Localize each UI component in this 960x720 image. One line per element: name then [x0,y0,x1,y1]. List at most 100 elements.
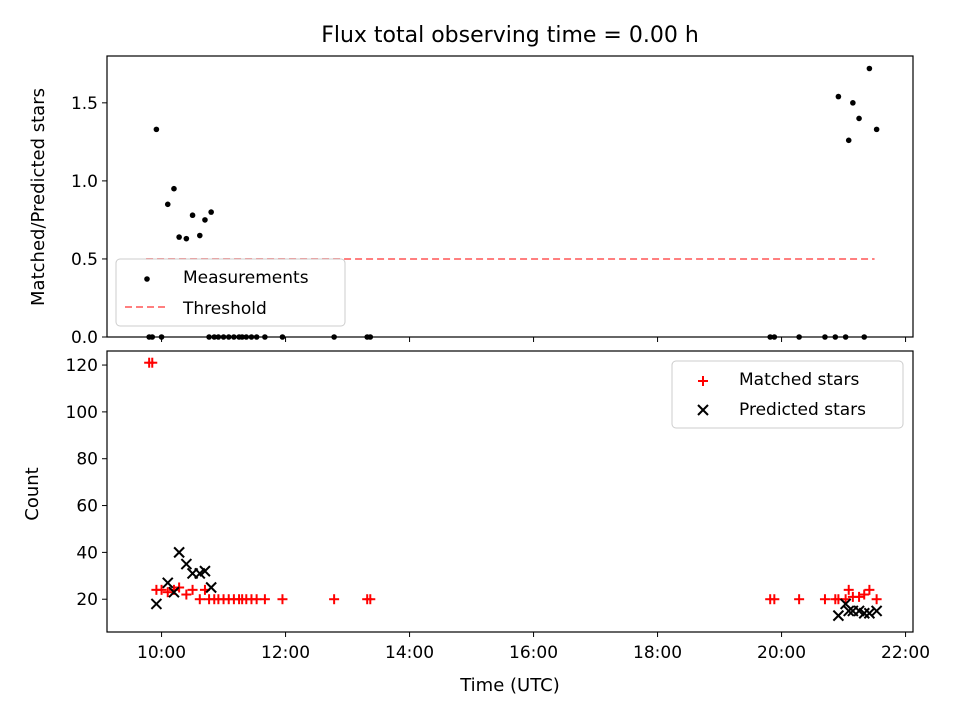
predicted-point-b [853,605,865,617]
predicted-point [168,586,180,598]
matched-point [843,584,854,595]
measurement-point [176,234,182,240]
matched-point [365,594,376,605]
x-tick-label: 10:00 [137,643,186,663]
predicted-point-b [843,605,855,617]
matched-point [819,594,830,605]
measurement-point [856,115,862,122]
predicted-point [863,607,876,619]
ratio-axes-frame [106,55,914,338]
predicted-point [205,581,217,594]
x-tick-label: 16:00 [509,643,558,663]
legend-label-predicted: Predicted stars [739,400,866,420]
y-tick-label: 120 [66,356,98,376]
matched-point [864,584,875,595]
predicted-point [199,565,211,577]
count-legend: Matched stars Predicted stars [671,360,904,429]
predicted-point [162,577,174,589]
measurement-point [202,217,208,223]
predicted-point [832,609,845,622]
predicted-point [843,605,855,617]
top-y-axis-label: Matched/Predicted stars [28,88,49,306]
matched-point [156,584,167,595]
measurement-point [189,212,196,219]
y-tick-label: 20 [76,590,98,610]
measurement-point [171,185,177,192]
predicted-point-b [162,577,174,589]
predicted-point-b [150,598,163,610]
matched-point [194,594,205,605]
series-matched-stars [144,357,882,605]
chart-title: Flux total observing time = 0.00 h [321,23,699,48]
matched-point [147,357,158,368]
predicted-point [173,546,185,559]
matched-point [769,594,780,605]
measurement-point [196,232,203,239]
x-tick-label: 14:00 [385,643,434,663]
x-tick-label: 12:00 [261,643,310,663]
count-panel: 20 40 60 80 100 120 10:00 12:00 14:00 16:00 18:00 2… [66,350,930,663]
y-tick-label: 100 [66,403,98,423]
matched-point [277,594,288,605]
legend-label-threshold: Threshold [182,299,267,319]
y-tick-label: 80 [76,450,98,470]
measurement-point [866,65,873,72]
y-tick-label: 0.0 [71,328,98,348]
predicted-point-b [205,581,217,594]
measurement-point [208,209,214,215]
measurement-point [850,100,856,106]
predicted-point-b [199,565,211,577]
predicted-point-b [863,607,876,619]
matched-point [181,589,192,600]
predicted-point [870,605,883,617]
predicted-point-b [858,607,870,619]
legend-predicted-marker-b [697,404,709,416]
matched-point [854,591,865,602]
y-tick-label: 1.5 [71,94,98,114]
series-predicted-stars [150,546,883,622]
measurement-point [835,93,842,100]
legend-label-matched: Matched stars [739,370,859,390]
bottom-y-axis-label: Count [22,467,43,520]
predicted-point-b [180,558,193,570]
legend-label-measurements: Measurements [183,268,309,288]
y-tick-label: 60 [76,497,98,517]
y-tick-label: 1.0 [71,172,98,192]
measurement-point [873,126,880,133]
predicted-point-b [839,598,852,610]
count-axes-frame [106,350,914,633]
count-legend-box [671,360,904,429]
predicted-point [858,607,870,619]
x-axis-label: Time (UTC) [459,675,560,696]
legend-matched-marker [698,376,708,386]
x-tick-label: 20:00 [757,643,806,663]
ratio-panel: 0.0 0.5 1.0 1.5 [71,55,914,348]
y-tick-label: 40 [76,543,98,563]
matched-point [162,587,173,598]
matched-point [187,584,198,595]
predicted-point-b [173,546,185,559]
x-tick-label: 18:00 [633,643,682,663]
measurement-point [183,235,190,242]
matched-point [794,594,805,605]
y-tick-label: 0.5 [71,250,98,270]
measurement-point [153,126,160,133]
predicted-point-b [870,605,883,617]
matched-point [871,594,882,605]
legend-measurement-marker [144,276,150,282]
legend-predicted-marker [697,404,709,416]
predicted-point-b [168,586,180,598]
matched-point [859,589,870,600]
plot-layer: 0.0 0.5 1.0 1.5 20 40 60 80 100 120 10:00 12:00 14:0… [66,55,930,663]
matched-point [259,594,270,605]
ratio-legend-box [115,258,346,327]
measurement-point [845,137,852,144]
predicted-point [150,598,163,610]
predicted-point-b [832,609,845,622]
matched-point [329,594,340,605]
predicted-point [180,558,193,570]
measurement-point [164,201,171,208]
x-tick-label: 22:00 [881,643,930,663]
